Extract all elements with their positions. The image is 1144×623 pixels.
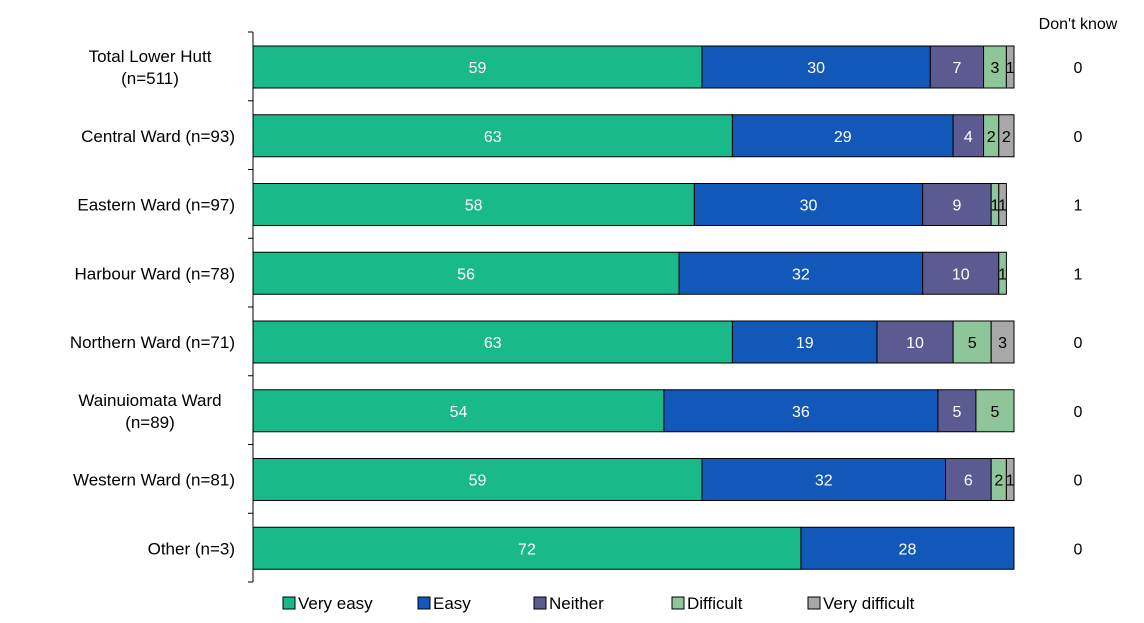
data-label: 2 (1002, 129, 1011, 146)
legend-swatch (672, 597, 684, 609)
category-label: (n=511) (121, 69, 179, 88)
legend-label: Very easy (298, 594, 373, 613)
data-label: 29 (834, 129, 852, 146)
data-label: 54 (450, 404, 468, 421)
data-label: 5 (952, 404, 961, 421)
legend-label: Very difficult (823, 594, 915, 613)
dont-know-value: 0 (1074, 335, 1083, 352)
category-label: Wainuiomata Ward (78, 391, 221, 410)
data-label: 9 (952, 198, 961, 215)
dont-know-value: 0 (1074, 60, 1083, 77)
data-label: 63 (484, 335, 502, 352)
data-label: 6 (964, 473, 973, 490)
legend-label: Difficult (687, 594, 743, 613)
data-label: 3 (991, 60, 1000, 77)
data-label: 32 (792, 266, 810, 283)
category-labels: Total Lower Hutt (n=511) Central Ward (n=9… (70, 47, 235, 558)
data-label: 63 (484, 129, 502, 146)
category-axis (248, 32, 253, 582)
category-label: Other (n=3) (148, 539, 235, 558)
data-label: 56 (457, 266, 475, 283)
category-label: Total Lower Hutt (89, 47, 212, 66)
data-label: 58 (465, 198, 483, 215)
data-label: 30 (807, 60, 825, 77)
data-label: 2 (987, 129, 996, 146)
data-label: 3 (998, 335, 1007, 352)
dont-know-value: 0 (1074, 129, 1083, 146)
legend-label: Easy (433, 594, 471, 613)
dont-know-value: 1 (1074, 266, 1083, 283)
data-label: 1 (998, 266, 1007, 283)
data-label: 4 (964, 129, 973, 146)
data-label: 72 (518, 541, 536, 558)
legend-swatch (808, 597, 820, 609)
data-label: 5 (991, 404, 1000, 421)
data-label: 10 (906, 335, 924, 352)
data-label: 32 (815, 473, 833, 490)
data-label: 7 (952, 60, 961, 77)
data-label: 1 (1006, 473, 1015, 490)
data-label: 59 (469, 60, 487, 77)
category-label: Harbour Ward (n=78) (75, 264, 235, 283)
category-label: (n=89) (125, 413, 175, 432)
dont-know-value: 0 (1074, 541, 1083, 558)
data-label: 36 (792, 404, 810, 421)
data-label: 30 (800, 198, 818, 215)
legend-swatch (418, 597, 430, 609)
data-label: 2 (994, 473, 1003, 490)
data-label: 10 (952, 266, 970, 283)
category-label: Central Ward (n=93) (81, 127, 235, 146)
data-label: 28 (899, 541, 917, 558)
data-label: 1 (998, 198, 1007, 215)
dont-know-value: 1 (1074, 198, 1083, 215)
data-label: 59 (469, 473, 487, 490)
category-label: Northern Ward (n=71) (70, 333, 235, 352)
data-label: 19 (796, 335, 814, 352)
dont-know-value: 0 (1074, 404, 1083, 421)
data-label: 1 (1006, 60, 1015, 77)
dont-know-values: 0 0 1 1 0 0 0 0 (1074, 60, 1083, 558)
dont-know-value: 0 (1074, 473, 1083, 490)
legend-label: Neither (549, 594, 604, 613)
legend: Very easy Easy Neither Difficult Very diffic… (283, 594, 915, 613)
dont-know-header: Don't know (1039, 16, 1118, 33)
legend-swatch (534, 597, 546, 609)
category-label: Western Ward (n=81) (73, 471, 235, 490)
category-label: Eastern Ward (n=97) (77, 196, 235, 215)
data-label: 5 (968, 335, 977, 352)
legend-swatch (283, 597, 295, 609)
